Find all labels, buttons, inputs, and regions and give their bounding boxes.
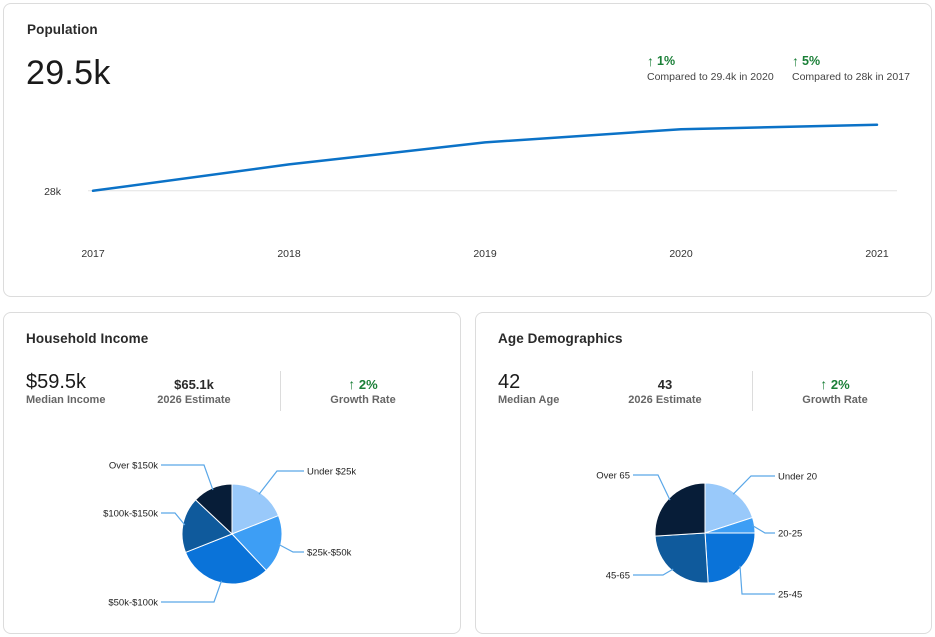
pie-label: 25-45	[778, 590, 802, 601]
x-tick-label: 2019	[473, 248, 497, 260]
arrow-up-icon: ↑	[820, 376, 828, 392]
population-title: Population	[27, 22, 98, 37]
x-tick-label: 2017	[81, 248, 105, 260]
arrow-up-icon: ↑	[647, 53, 654, 69]
pie-leader-line	[161, 464, 214, 491]
median-age-label: Median Age	[498, 394, 560, 406]
pie-slice	[181, 499, 233, 554]
pie-slice	[704, 532, 756, 584]
age-estimate-value: 43	[657, 377, 673, 392]
income-estimate-label: 2026 Estimate	[157, 394, 231, 406]
pie-label: Under $25k	[307, 467, 356, 478]
x-tick-label: 2020	[669, 248, 693, 260]
x-tick-label: 2018	[277, 248, 301, 260]
median-income-label: Median Income	[26, 394, 106, 406]
population-series-line	[91, 123, 879, 193]
population-value: 29.5k	[26, 54, 111, 92]
household-income-card: Household Income $59.5k Median Income $6…	[3, 312, 461, 634]
pie-leader-line	[633, 568, 674, 576]
pie-label: $50k-$100k	[108, 598, 158, 609]
age-demographics-card: Age Demographics 42 Median Age 43 2026 E…	[475, 312, 932, 634]
age-growth-stat: ↑ 2% Growth Rate	[785, 377, 885, 406]
pie-leader-line	[278, 543, 304, 553]
income-pie-chart: Under $25k $25k-$50k $50k-$100k $100k-$150k…	[103, 461, 356, 609]
comparison-pct: 1%	[657, 54, 676, 68]
pie-leader-line	[633, 474, 671, 501]
age-estimate-stat: 43 2026 Estimate	[615, 377, 715, 406]
pie-label: 20-25	[778, 529, 802, 540]
y-tick-label: 28k	[44, 186, 62, 198]
stat-divider	[752, 371, 753, 411]
income-growth-value: 2%	[358, 377, 378, 392]
population-line-chart: 28k 2017 2018 2019 2020 2021	[44, 123, 897, 260]
age-estimate-label: 2026 Estimate	[628, 394, 702, 406]
arrow-up-icon: ↑	[348, 376, 356, 392]
median-age-stat: 42 Median Age	[498, 371, 559, 406]
pie-label: $100k-$150k	[103, 509, 158, 520]
pie-leader-line	[739, 565, 775, 595]
pie-slice	[654, 482, 706, 537]
income-title: Household Income	[26, 331, 149, 346]
income-growth-stat: ↑ 2% Growth Rate	[313, 377, 413, 406]
pie-leader-line	[732, 475, 775, 495]
median-age-value: 42	[498, 371, 521, 393]
pie-label: Over $150k	[109, 461, 158, 472]
pie-label: $25k-$50k	[307, 548, 352, 559]
pie-label: Over 65	[596, 471, 630, 482]
median-income-stat: $59.5k Median Income	[26, 371, 105, 406]
pie-leader-line	[752, 524, 775, 534]
income-estimate-stat: $65.1k 2026 Estimate	[144, 377, 244, 406]
comparison-2020: ↑ 1% Compared to 29.4k in 2020	[647, 54, 774, 83]
comparison-pct: 5%	[802, 54, 821, 68]
pie-leader-line	[258, 470, 304, 495]
age-pie-chart: Under 20 20-25 25-45 45-65 Over 65	[596, 471, 817, 601]
age-growth-label: Growth Rate	[802, 394, 868, 406]
arrow-up-icon: ↑	[792, 53, 799, 69]
pie-slice	[654, 532, 709, 584]
age-growth-value: 2%	[830, 377, 850, 392]
comparison-2017: ↑ 5% Compared to 28k in 2017	[792, 54, 910, 83]
comparison-text: Compared to 28k in 2017	[792, 71, 910, 83]
pie-label: 45-65	[606, 571, 630, 582]
age-title: Age Demographics	[498, 331, 623, 346]
comparison-text: Compared to 29.4k in 2020	[647, 71, 774, 83]
population-card: Population 29.5k ↑ 1% Compared to 29.4k i…	[3, 3, 932, 297]
median-income-value: $59.5k	[26, 371, 87, 393]
pie-leader-line	[161, 512, 186, 526]
pie-leader-line	[161, 580, 223, 603]
income-estimate-value: $65.1k	[174, 377, 214, 392]
x-tick-label: 2021	[865, 248, 889, 260]
income-growth-label: Growth Rate	[330, 394, 396, 406]
pie-label: Under 20	[778, 472, 817, 483]
stat-divider	[280, 371, 281, 411]
